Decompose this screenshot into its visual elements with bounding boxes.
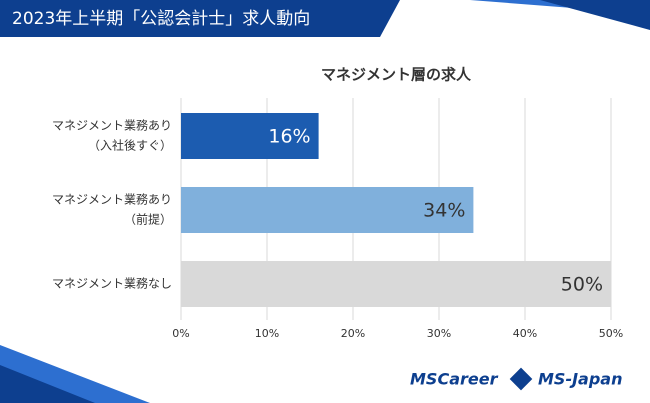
x-tick-label: 50% — [599, 327, 623, 340]
header-band — [0, 0, 400, 37]
y-tick-label: マネジメント業務あり — [52, 119, 172, 133]
x-tick-label: 40% — [513, 327, 537, 340]
value-label: 50% — [561, 274, 603, 296]
deco-bottom-dark — [0, 365, 95, 403]
x-tick-label: 30% — [427, 327, 451, 340]
y-tick-label: マネジメント業務なし — [52, 277, 172, 291]
logo-mark — [509, 367, 533, 391]
bar — [181, 187, 474, 233]
chart-title: マネジメント層の求人 — [321, 66, 472, 84]
bar — [181, 261, 611, 307]
x-tick-label: 0% — [172, 327, 189, 340]
logos: MSCareer MS-Japan — [410, 367, 622, 391]
header-title: 2023年上半期「公認会計士」求人動向 — [12, 9, 310, 29]
logo-mscareer: MSCareer — [410, 370, 499, 389]
y-tick-label: （入社後すぐ） — [88, 138, 172, 153]
x-tick-label: 10% — [255, 327, 279, 340]
y-tick-label: マネジメント業務あり — [52, 193, 172, 207]
value-label: 34% — [423, 200, 465, 222]
value-label: 16% — [268, 126, 310, 148]
logo-msjapan: MS-Japan — [538, 370, 622, 389]
bar — [181, 113, 319, 159]
deco-top-dark — [540, 0, 650, 30]
y-tick-label: （前提） — [124, 212, 172, 227]
x-tick-label: 20% — [341, 327, 365, 340]
